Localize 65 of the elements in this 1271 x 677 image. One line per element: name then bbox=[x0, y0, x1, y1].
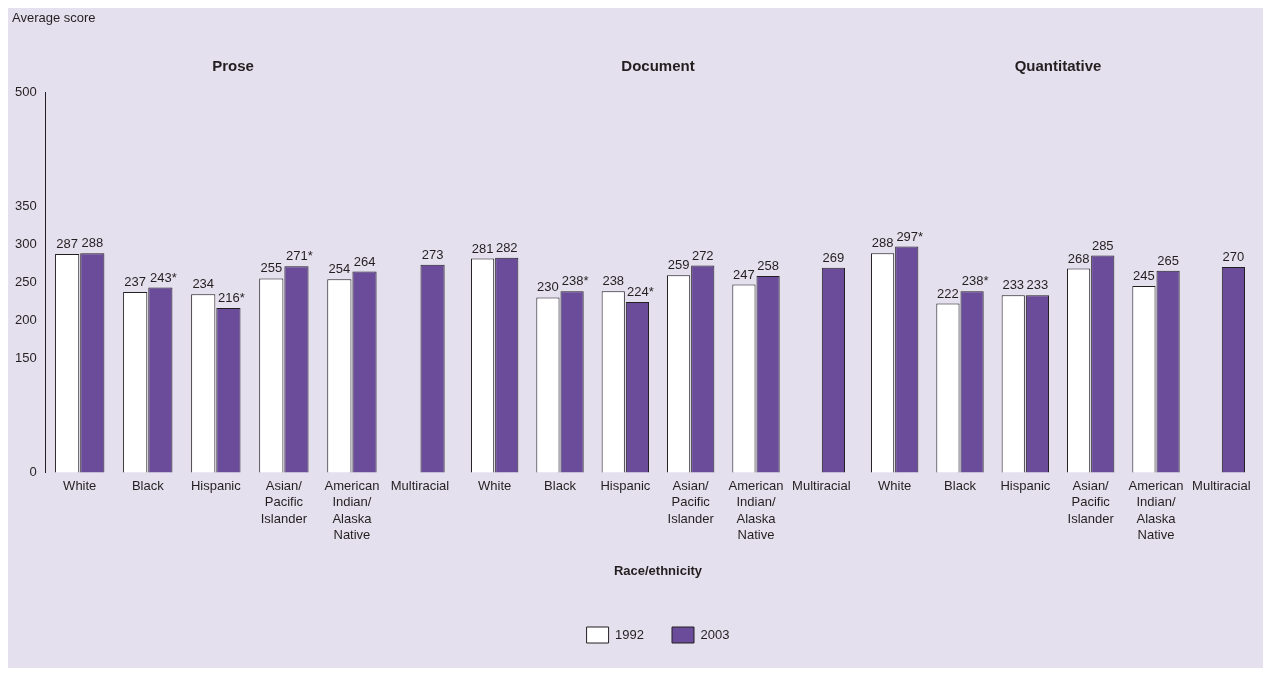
data-label: 259 bbox=[667, 257, 690, 273]
x-tick-label: Asian/Pacific Islander bbox=[1067, 478, 1115, 526]
data-label: 243* bbox=[149, 269, 177, 285]
data-label: 281 bbox=[471, 240, 494, 256]
chart-title: Prose bbox=[212, 57, 254, 75]
y-axis-title: Average score bbox=[12, 10, 96, 26]
data-label: 264 bbox=[353, 253, 376, 269]
x-tick-label: White bbox=[878, 478, 912, 494]
y-tick-label: 300 bbox=[14, 235, 37, 251]
data-label: 269 bbox=[822, 249, 845, 265]
data-label: 254 bbox=[328, 261, 351, 277]
data-label: 233 bbox=[1026, 277, 1049, 293]
data-label: 272 bbox=[691, 247, 714, 263]
x-tick-label: Multiracial bbox=[1192, 478, 1251, 494]
data-label: 285 bbox=[1091, 237, 1114, 253]
y-tick-label: 350 bbox=[14, 197, 37, 213]
data-label: 288 bbox=[81, 235, 104, 251]
x-tick-label: American Indian/Alaska Native bbox=[1128, 478, 1184, 542]
legend-label: 2003 bbox=[700, 626, 730, 642]
x-tick-label: White bbox=[478, 478, 512, 494]
x-tick-label: Asian/Pacific Islander bbox=[260, 478, 308, 526]
data-label: 273 bbox=[421, 246, 444, 262]
data-label: 282 bbox=[495, 239, 518, 255]
data-label: 268 bbox=[1067, 250, 1090, 266]
y-tick-label: 0 bbox=[29, 463, 37, 479]
x-tick-label: Black bbox=[944, 478, 977, 494]
x-tick-label: Multiracial bbox=[390, 478, 450, 494]
data-label: 258 bbox=[757, 258, 779, 274]
data-label: 230 bbox=[537, 279, 559, 295]
data-label: 233 bbox=[1002, 277, 1025, 293]
data-label: 255 bbox=[260, 260, 283, 276]
x-tick-label: Black bbox=[131, 478, 165, 494]
x-tick-label: White bbox=[63, 478, 97, 494]
x-tick-label: Hispanic bbox=[600, 478, 651, 494]
y-tick-label: 500 bbox=[14, 83, 37, 99]
data-label: 270 bbox=[1222, 249, 1245, 265]
x-tick-label: Asian/Pacific Islander bbox=[667, 478, 715, 526]
y-tick-label: 250 bbox=[14, 273, 37, 289]
data-label: 237 bbox=[124, 274, 147, 290]
data-label: 287 bbox=[56, 236, 78, 252]
x-tick-label: American Indian/Alaska Native bbox=[728, 478, 784, 542]
x-tick-label: Black bbox=[544, 478, 577, 494]
data-label: 288 bbox=[871, 235, 894, 251]
y-tick-label: 150 bbox=[14, 349, 37, 365]
chart-title: Document bbox=[621, 57, 695, 75]
data-label: 238 bbox=[602, 273, 625, 289]
x-tick-label: Hispanic bbox=[190, 478, 242, 494]
data-label: 238* bbox=[961, 273, 989, 289]
data-label: 271* bbox=[286, 248, 313, 264]
data-label: 247 bbox=[733, 266, 755, 282]
x-tick-label: Multiracial bbox=[792, 478, 851, 494]
data-label: 245 bbox=[1133, 268, 1155, 284]
data-label: 216* bbox=[218, 290, 245, 306]
x-tick-label: Hispanic bbox=[1000, 478, 1051, 494]
data-label: 222 bbox=[937, 285, 959, 301]
data-label: 224* bbox=[627, 284, 654, 300]
data-label: 238* bbox=[561, 273, 589, 289]
x-tick-label: American Indian/Alaska Native bbox=[324, 478, 380, 542]
y-tick-label: 200 bbox=[14, 311, 37, 327]
x-axis-title: Race/ethnicity bbox=[613, 562, 703, 578]
legend-label: 1992 bbox=[615, 626, 644, 642]
data-label: 297* bbox=[896, 228, 924, 244]
data-label: 265 bbox=[1157, 252, 1179, 268]
chart-title: Quantitative bbox=[1014, 57, 1102, 75]
data-label: 234 bbox=[192, 276, 215, 292]
